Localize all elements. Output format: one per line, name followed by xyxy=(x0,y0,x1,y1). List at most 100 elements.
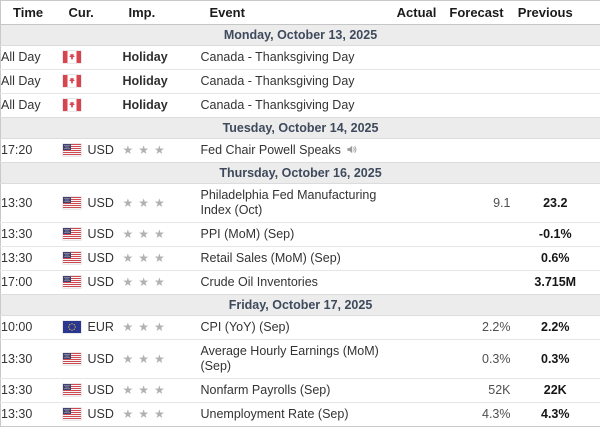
actual-value xyxy=(391,46,443,70)
currency-code: USD xyxy=(88,227,114,241)
date-header: Friday, October 17, 2025 xyxy=(1,295,600,316)
event-link[interactable]: Canada - Thanksgiving Day xyxy=(201,50,355,64)
star-icon: ★ xyxy=(123,383,134,397)
currency-code: USD xyxy=(88,275,114,289)
previous-value: 3.715M xyxy=(511,271,600,295)
event-link[interactable]: Nonfarm Payrolls (Sep) xyxy=(201,383,331,397)
column-header-event: Event xyxy=(201,1,391,25)
star-icon: ★ xyxy=(154,383,165,397)
currency-cell xyxy=(63,94,123,118)
event-time: All Day xyxy=(1,46,63,70)
column-header-actual: Actual xyxy=(391,1,443,25)
event-row[interactable]: All Day Holiday Canada - Thanksgiving Day xyxy=(1,46,600,70)
star-icon: ★ xyxy=(138,196,149,210)
currency-cell: EUR xyxy=(63,316,123,340)
currency-code: USD xyxy=(88,251,114,265)
actual-value xyxy=(391,70,443,94)
event-cell: Average Hourly Earnings (MoM) (Sep) xyxy=(201,340,391,379)
holiday-label: Holiday xyxy=(123,98,168,112)
importance-cell: ★★★ xyxy=(123,271,201,295)
importance-cell: ★ ★ ★ xyxy=(123,379,201,403)
event-time: 13:30 xyxy=(1,379,63,403)
event-link[interactable]: PPI (MoM) (Sep) xyxy=(201,227,295,241)
previous-value: 23.2 xyxy=(511,184,600,223)
star-icon: ★ xyxy=(138,227,149,241)
column-header-row: Time Cur. Imp. Event Actual Forecast Pre… xyxy=(1,1,600,25)
currency-cell xyxy=(63,46,123,70)
star-icon: ★ xyxy=(154,320,165,334)
importance-cell: Holiday xyxy=(123,46,201,70)
us-flag-icon xyxy=(63,252,81,264)
currency-code: EUR xyxy=(88,320,114,334)
event-row[interactable]: All Day Holiday Canada - Thanksgiving Day xyxy=(1,94,600,118)
star-icon: ★ xyxy=(154,352,165,366)
event-link[interactable]: Retail Sales (MoM) (Sep) xyxy=(201,251,341,265)
forecast-value xyxy=(443,70,511,94)
event-time: 13:30 xyxy=(1,340,63,379)
forecast-value xyxy=(443,271,511,295)
currency-cell: USD xyxy=(63,223,123,247)
event-time: 13:30 xyxy=(1,223,63,247)
actual-value xyxy=(391,316,443,340)
speaker-icon[interactable] xyxy=(346,144,357,155)
us-flag-icon xyxy=(63,228,81,240)
event-link[interactable]: CPI (YoY) (Sep) xyxy=(201,320,290,334)
star-icon: ★ xyxy=(123,196,134,210)
importance-stars: ★ ★ ★ xyxy=(123,320,170,334)
importance-stars: ★★★ xyxy=(123,196,170,210)
event-link[interactable]: Average Hourly Earnings (MoM) (Sep) xyxy=(201,344,379,373)
event-cell: Crude Oil Inventories xyxy=(201,271,391,295)
canada-flag-icon xyxy=(63,99,81,111)
forecast-value xyxy=(443,46,511,70)
event-time: 10:00 xyxy=(1,316,63,340)
event-time: 17:20 xyxy=(1,139,63,163)
holiday-label: Holiday xyxy=(123,50,168,64)
previous-value: 0.6% xyxy=(511,247,600,271)
star-icon: ★ xyxy=(154,407,165,421)
star-icon: ★ xyxy=(138,383,149,397)
previous-value xyxy=(511,94,600,118)
actual-value xyxy=(391,403,443,427)
currency-cell: USD xyxy=(63,379,123,403)
star-icon: ★ xyxy=(138,407,149,421)
star-icon: ★ xyxy=(138,320,149,334)
event-time: 17:00 xyxy=(1,271,63,295)
column-header-previous: Previous xyxy=(511,1,600,25)
event-cell: Retail Sales (MoM) (Sep) xyxy=(201,247,391,271)
importance-cell: Holiday xyxy=(123,70,201,94)
event-link[interactable]: Unemployment Rate (Sep) xyxy=(201,407,349,421)
date-header: Thursday, October 16, 2025 xyxy=(1,163,600,184)
star-icon: ★ xyxy=(138,352,149,366)
column-header-time: Time xyxy=(1,1,63,25)
event-time: All Day xyxy=(1,70,63,94)
event-cell: Canada - Thanksgiving Day xyxy=(201,70,391,94)
previous-value: 22K xyxy=(511,379,600,403)
forecast-value: 9.1 xyxy=(443,184,511,223)
event-cell: Unemployment Rate (Sep) xyxy=(201,403,391,427)
star-icon: ★ xyxy=(154,251,165,265)
event-link[interactable]: Fed Chair Powell Speaks xyxy=(201,143,341,157)
date-header-row: Thursday, October 16, 2025 xyxy=(1,163,600,184)
event-cell: Philadelphia Fed Manufacturing Index (Oc… xyxy=(201,184,391,223)
event-link[interactable]: Canada - Thanksgiving Day xyxy=(201,74,355,88)
star-icon: ★ xyxy=(123,352,134,366)
importance-stars: ★★★ xyxy=(123,251,170,265)
event-link[interactable]: Philadelphia Fed Manufacturing Index (Oc… xyxy=(201,188,377,217)
star-icon: ★ xyxy=(123,320,134,334)
importance-cell: ★★★ xyxy=(123,184,201,223)
event-time: All Day xyxy=(1,94,63,118)
event-link[interactable]: Crude Oil Inventories xyxy=(201,275,318,289)
event-link[interactable]: Canada - Thanksgiving Day xyxy=(201,98,355,112)
actual-value xyxy=(391,223,443,247)
event-row[interactable]: 17:00 USD ★★★Crude Oil Inventories 3.715M xyxy=(1,271,600,295)
